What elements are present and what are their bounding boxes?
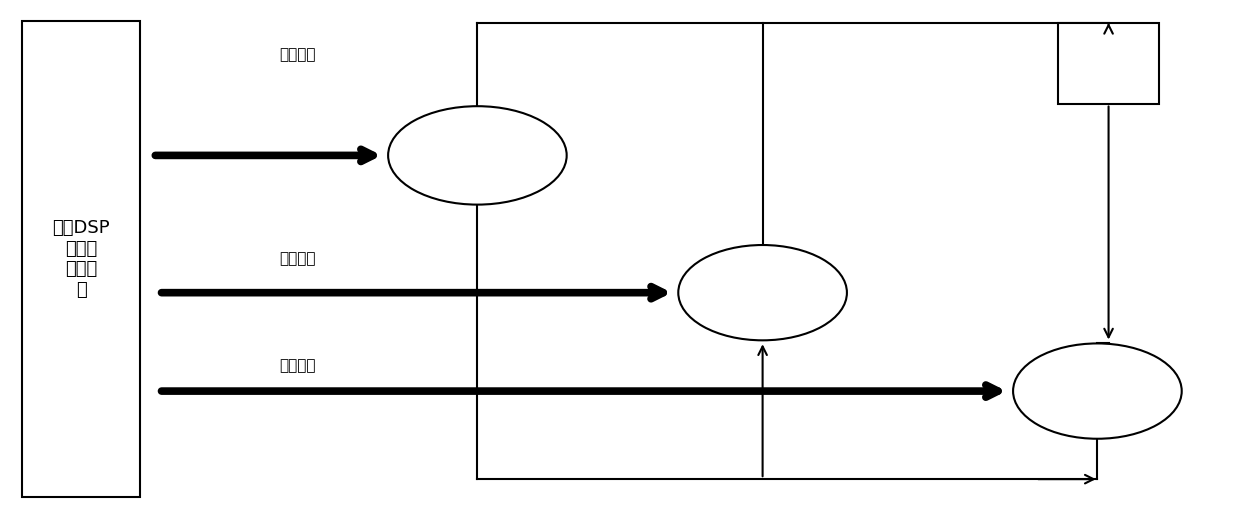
Text: 带有DSP
控制板
的工控
机: 带有DSP 控制板 的工控 机 — [52, 219, 110, 299]
Text: 电压测量: 电压测量 — [279, 252, 315, 266]
Text: 试
品: 试 品 — [1104, 44, 1114, 83]
Text: 电流测量: 电流测量 — [279, 358, 315, 372]
Text: 电流表: 电流表 — [1125, 384, 1149, 398]
Text: A: A — [1074, 379, 1091, 398]
Bar — [1058, 23, 1159, 104]
Text: V: V — [739, 280, 756, 300]
Ellipse shape — [678, 245, 847, 340]
Ellipse shape — [1013, 343, 1182, 439]
Ellipse shape — [388, 106, 567, 205]
Text: 电压表: 电压表 — [790, 285, 815, 300]
Text: 电压源: 电压源 — [463, 147, 492, 164]
Text: 电压调节: 电压调节 — [279, 47, 315, 62]
Bar — [22, 21, 140, 497]
